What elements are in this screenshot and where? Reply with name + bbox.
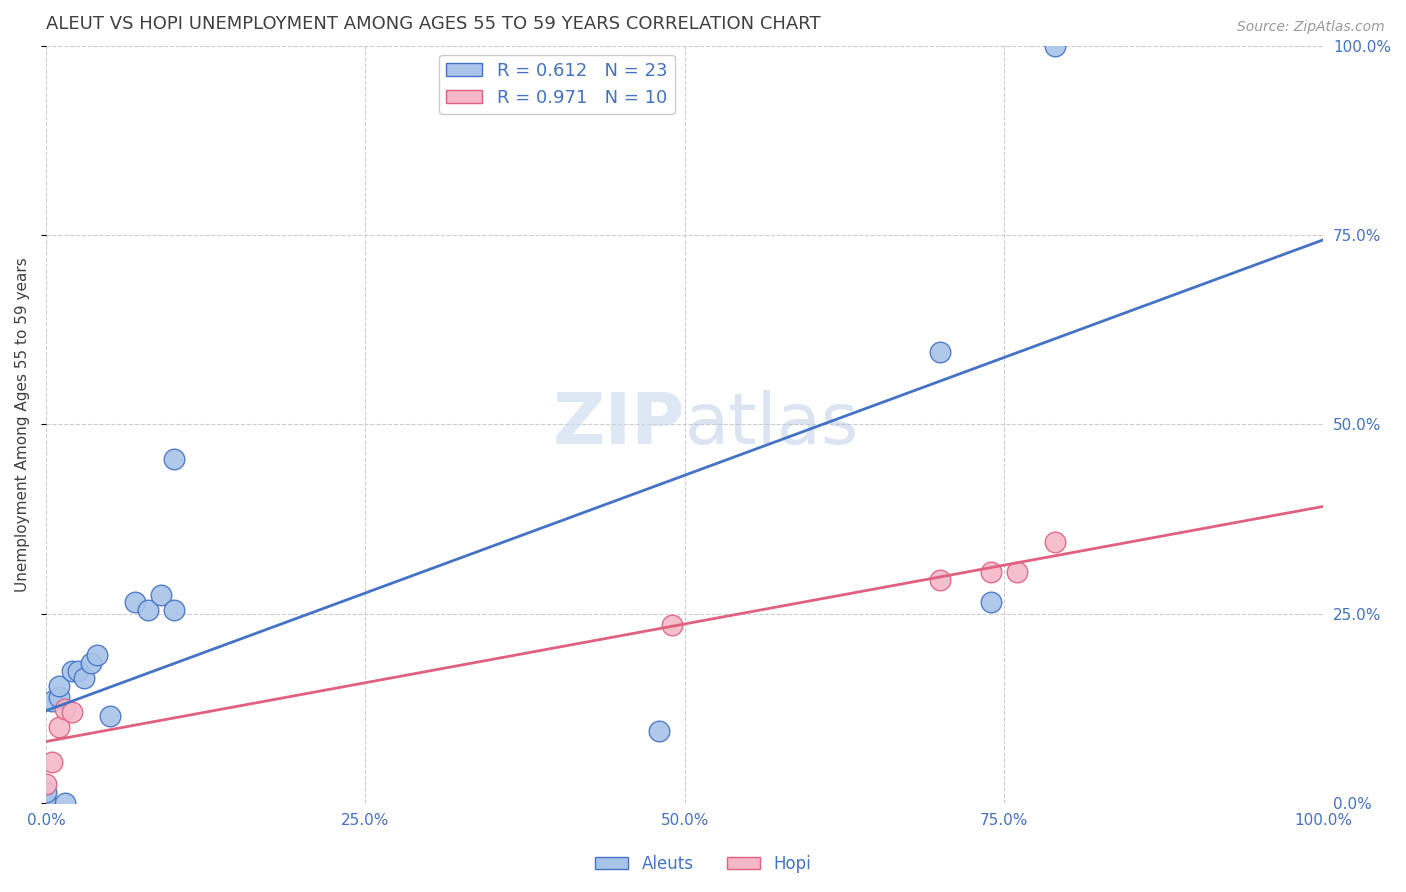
Point <box>98 709 121 723</box>
Point <box>1043 38 1066 53</box>
Point <box>929 345 952 359</box>
Point <box>35 796 58 810</box>
Legend: Aleuts, Hopi: Aleuts, Hopi <box>588 848 818 880</box>
Text: ZIP: ZIP <box>553 390 685 459</box>
Point <box>136 603 159 617</box>
Point <box>163 451 186 466</box>
Point <box>648 724 671 739</box>
Point <box>60 664 83 678</box>
Point <box>53 796 76 810</box>
Point <box>124 595 146 609</box>
Point <box>929 573 952 587</box>
Legend: R = 0.612   N = 23, R = 0.971   N = 10: R = 0.612 N = 23, R = 0.971 N = 10 <box>439 54 675 114</box>
Text: Source: ZipAtlas.com: Source: ZipAtlas.com <box>1237 20 1385 34</box>
Point <box>66 664 89 678</box>
Point <box>163 603 186 617</box>
Point <box>86 648 108 663</box>
Point <box>53 701 76 715</box>
Point <box>1043 534 1066 549</box>
Point <box>1005 565 1028 579</box>
Point <box>41 694 63 708</box>
Point <box>661 618 683 632</box>
Point <box>48 721 70 735</box>
Point <box>48 679 70 693</box>
Point <box>980 595 1002 609</box>
Point <box>35 777 58 791</box>
Point <box>79 656 101 670</box>
Point <box>149 588 172 602</box>
Point <box>35 796 58 810</box>
Point <box>980 565 1002 579</box>
Point <box>48 690 70 705</box>
Point <box>41 755 63 769</box>
Y-axis label: Unemployment Among Ages 55 to 59 years: Unemployment Among Ages 55 to 59 years <box>15 257 30 591</box>
Point <box>35 785 58 799</box>
Point <box>35 796 58 810</box>
Point <box>60 706 83 720</box>
Text: ALEUT VS HOPI UNEMPLOYMENT AMONG AGES 55 TO 59 YEARS CORRELATION CHART: ALEUT VS HOPI UNEMPLOYMENT AMONG AGES 55… <box>46 15 821 33</box>
Point <box>73 671 96 685</box>
Text: atlas: atlas <box>685 390 859 459</box>
